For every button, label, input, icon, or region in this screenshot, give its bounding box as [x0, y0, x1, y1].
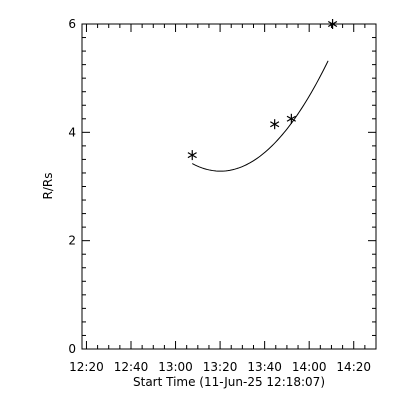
y-tick-label: 2: [68, 234, 76, 248]
y-axis-label: R/Rs: [41, 173, 55, 200]
data-point: [286, 113, 296, 124]
x-tick-label: 14:00: [292, 360, 327, 374]
y-tick-label: 0: [68, 342, 76, 356]
x-tick-label: 13:40: [247, 360, 282, 374]
x-tick-label: 14:20: [336, 360, 371, 374]
x-tick-label: 12:40: [114, 360, 149, 374]
x-tick-label: 13:00: [158, 360, 193, 374]
x-axis-label: Start Time (11-Jun-25 12:18:07): [133, 375, 325, 389]
data-point: [327, 19, 338, 29]
fit-curve: [192, 60, 329, 172]
y-axis-ticks: 0 2 4 6: [68, 17, 376, 356]
data-point: [187, 150, 197, 161]
data-points: [187, 19, 338, 161]
y-tick-label: 6: [68, 17, 76, 31]
plot-frame: [81, 23, 377, 350]
y-tick-label: 4: [68, 125, 76, 139]
x-tick-label: 13:20: [203, 360, 238, 374]
x-axis-ticks: 12:20 12:40 13:00 13:20 13:40 14:00 14:20: [69, 24, 377, 374]
data-point: [270, 119, 280, 130]
x-tick-label: 12:20: [69, 360, 104, 374]
